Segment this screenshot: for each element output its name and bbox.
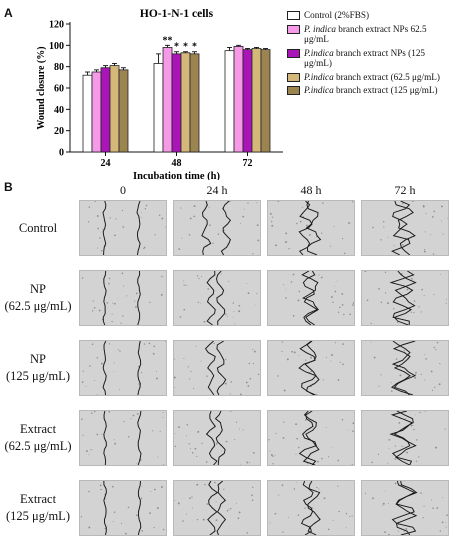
legend-swatch: [287, 24, 300, 34]
bar: [224, 50, 235, 153]
legend-item: P.indica branch extract NPs (125 μg/mL): [287, 48, 452, 69]
wound-micrograph: [361, 410, 449, 466]
y-tick-label: 80: [54, 62, 64, 73]
significance-marker: **: [163, 35, 173, 46]
wound-micrograph: [361, 480, 449, 536]
bar: [82, 74, 93, 153]
x-axis-label: Incubation time (h): [133, 171, 220, 180]
x-tick-label: 48: [172, 158, 182, 169]
row-label: Extract (62.5 μg/mL): [4, 422, 72, 453]
wound-micrograph: [79, 270, 167, 326]
row-label: Extract (125 μg/mL): [6, 492, 70, 523]
wound-micrograph: [173, 270, 261, 326]
bar: [242, 49, 253, 153]
bar: [171, 53, 182, 153]
wound-micrograph: [79, 480, 167, 536]
wound-micrograph: [267, 480, 355, 536]
y-tick-label: 20: [54, 126, 64, 137]
wound-micrograph: [79, 410, 167, 466]
y-tick-label: 100: [49, 41, 64, 52]
chart-title: HO-1-N-1 cells: [140, 8, 214, 20]
bar: [91, 71, 102, 153]
wound-micrograph: [361, 340, 449, 396]
legend-label: P.indica branch extract (125 μg/mL): [304, 85, 438, 95]
x-tick-label: 72: [243, 158, 253, 169]
bar: [118, 69, 129, 153]
bar: [100, 67, 111, 153]
legend-label: P. indica branch extract NPs 62.5 μg/mL: [304, 23, 427, 45]
wound-micrograph: [267, 410, 355, 466]
legend-item: P.indica branch extract (125 μg/mL): [287, 85, 452, 96]
wound-micrograph: [173, 480, 261, 536]
panel-a-letter: A: [4, 6, 13, 20]
wound-micrograph: [267, 270, 355, 326]
wound-micrograph: [267, 200, 355, 256]
column-header: 48 h: [300, 183, 322, 197]
wound-micrograph: [79, 340, 167, 396]
x-tick-label: 24: [101, 158, 111, 169]
column-header: 24 h: [206, 183, 228, 197]
y-tick-label: 40: [54, 105, 64, 116]
legend-label: Control (2%FBS): [304, 10, 370, 20]
y-tick-label: 0: [59, 148, 64, 159]
significance-marker: *: [174, 42, 179, 53]
bar: [153, 63, 164, 153]
legend-label: P.indica branch extract NPs (125 μg/mL): [304, 47, 426, 69]
y-axis-label: Wound closure (%): [36, 46, 47, 129]
bar: [251, 48, 262, 153]
row-label: Control: [18, 220, 58, 235]
legend-swatch: [287, 11, 300, 20]
column-header: 72 h: [394, 183, 416, 197]
y-tick-label: 60: [54, 84, 64, 95]
wound-micrograph: [173, 340, 261, 396]
significance-marker: *: [192, 42, 197, 53]
bar: [260, 49, 271, 153]
wound-micrograph: [173, 200, 261, 256]
y-tick-label: 120: [49, 20, 64, 31]
row-label: NP (125 μg/mL): [6, 352, 70, 383]
bar: [109, 65, 120, 153]
significance-marker: *: [183, 42, 188, 53]
legend-item: P.indica branch extract (62.5 μg/mL): [287, 72, 452, 83]
wound-micrograph: [361, 270, 449, 326]
wound-micrograph: [79, 200, 167, 256]
legend-label: P.indica branch extract (62.5 μg/mL): [304, 71, 440, 82]
panel-b-letter: B: [4, 180, 13, 194]
column-header: 0: [120, 183, 126, 197]
bar: [180, 52, 191, 153]
wound-closure-bar-chart: HO-1-N-1 cells 0 20 40 60 80 100 120 Wound closu…: [36, 8, 283, 180]
legend-item: P. indica branch extract NPs 62.5 μg/mL: [287, 24, 452, 45]
bar: [189, 53, 200, 153]
wound-micrograph: [361, 200, 449, 256]
legend-item: Control (2%FBS): [287, 10, 452, 21]
legend-swatch: [287, 48, 300, 58]
legend-swatch: [287, 86, 300, 95]
row-label: NP (62.5 μg/mL): [4, 282, 72, 313]
chart-legend: Control (2%FBS) P. indica branch extract…: [287, 10, 452, 99]
bar: [233, 46, 244, 153]
bar: [162, 47, 173, 153]
wound-micrograph: [173, 410, 261, 466]
wound-micrograph: [267, 340, 355, 396]
legend-swatch: [287, 72, 300, 82]
